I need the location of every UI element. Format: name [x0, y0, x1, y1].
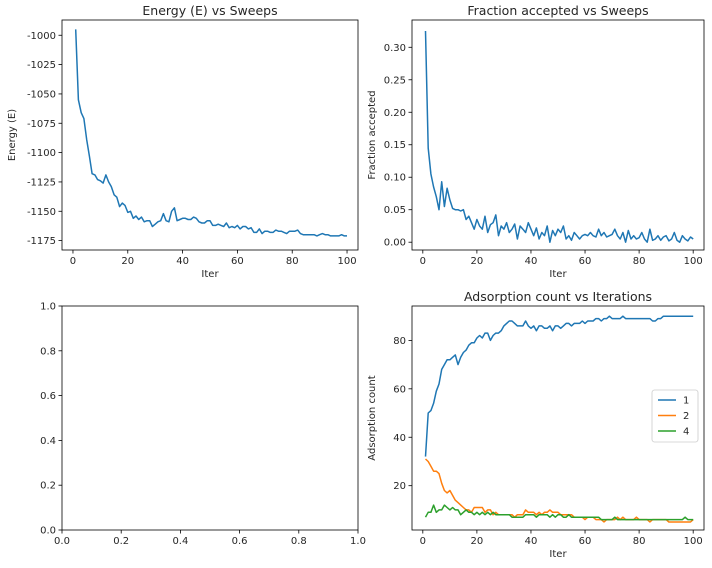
x-tick-label: 0 [420, 536, 426, 547]
x-tick-label: 0.8 [291, 536, 307, 547]
axes-2: 0 20 40 60 80 100 0.00 0.05 0.10 0.15 0.20 0.25 0.30… [367, 3, 705, 280]
x-tick-label: 0.0 [54, 536, 70, 547]
y-axis-label: Adsorption count [367, 375, 378, 460]
y-axis-label: Fraction accepted [367, 90, 378, 179]
x-tick-label: 80 [633, 536, 646, 547]
x-axis-label: Iter [201, 269, 219, 280]
y-tick-label: 0.20 [384, 108, 406, 119]
axes-1: 0 20 40 60 80 100 -1000 -1025 -1050 -1075 -1100 -11… [7, 3, 359, 280]
y-tick-label: 80 [393, 336, 406, 347]
y-tick-label: 0.8 [40, 346, 56, 357]
y-tick-label: 0.05 [384, 205, 406, 216]
x-tick-label: 40 [525, 256, 538, 267]
y-tick-label: 40 [393, 433, 406, 444]
y-tick-label: -1000 [27, 31, 56, 42]
y-tick-label: 0.10 [384, 173, 406, 184]
y-axis-label: Energy (E) [7, 109, 18, 161]
legend-label-2: 2 [683, 411, 689, 422]
x-tick-label: 0 [70, 256, 76, 267]
x-tick-label: 80 [633, 256, 646, 267]
axes-frame [411, 19, 705, 251]
y-tick-label: -1125 [27, 177, 56, 188]
y-tick-label: 0.25 [384, 75, 406, 86]
legend: 1 2 4 [651, 389, 699, 443]
y-tick-label: 0.00 [384, 238, 406, 249]
y-tick-label: 20 [393, 481, 406, 492]
series-line-4 [424, 504, 694, 521]
x-tick-label: 40 [176, 256, 189, 267]
y-tick-label: -1175 [27, 236, 56, 247]
legend-label-1: 1 [683, 396, 689, 407]
y-tick-label: 0.4 [40, 436, 56, 447]
x-tick-label: 0.6 [232, 536, 248, 547]
series-line-2 [424, 458, 694, 523]
x-tick-label: 20 [121, 256, 134, 267]
y-tick-label: -1050 [27, 89, 56, 100]
x-axis-label: Iter [549, 549, 567, 560]
y-tick-label: 0.30 [384, 43, 406, 54]
chart-title: Fraction accepted vs Sweeps [467, 3, 648, 18]
x-tick-label: 60 [231, 256, 244, 267]
y-tick-label: 60 [393, 384, 406, 395]
y-tick-label: 0.0 [40, 526, 56, 537]
series-line-1 [424, 30, 694, 243]
x-tick-label: 60 [579, 256, 592, 267]
x-tick-label: 0.2 [113, 536, 129, 547]
chart-title: Energy (E) vs Sweeps [142, 3, 277, 18]
x-tick-label: 20 [471, 536, 484, 547]
y-tick-label: 1.0 [40, 302, 56, 313]
y-tick-label: -1150 [27, 207, 56, 218]
y-tick-label: 0.2 [40, 481, 56, 492]
axes-frame [411, 305, 705, 531]
axes-3: 0.0 0.2 0.4 0.6 0.8 1.0 0.0 0.2 0.4 0.6 0.8 1.0 [40, 302, 366, 548]
y-tick-label: -1075 [27, 119, 56, 130]
axes-4: 0 20 40 60 80 100 20 40 60 80 Adsorption count vs … [367, 289, 705, 560]
legend-label-4: 4 [683, 427, 689, 438]
x-tick-label: 0 [420, 256, 426, 267]
x-tick-label: 100 [684, 536, 703, 547]
y-tick-label: 0.15 [384, 140, 406, 151]
x-tick-label: 80 [286, 256, 299, 267]
axes-frame [61, 19, 359, 251]
y-tick-label: 0.6 [40, 391, 56, 402]
x-axis-label: Iter [549, 269, 567, 280]
y-tick-label: -1100 [27, 148, 56, 159]
x-tick-label: 100 [684, 256, 703, 267]
x-tick-label: 0.4 [172, 536, 188, 547]
x-tick-label: 20 [471, 256, 484, 267]
x-tick-label: 1.0 [350, 536, 366, 547]
series-line-1 [74, 29, 347, 237]
series-line-1 [424, 315, 694, 457]
x-tick-label: 60 [579, 536, 592, 547]
axes-frame [61, 305, 359, 531]
y-tick-label: -1025 [27, 60, 56, 71]
x-tick-label: 40 [525, 536, 538, 547]
x-tick-label: 100 [337, 256, 356, 267]
chart-title: Adsorption count vs Iterations [464, 289, 652, 304]
